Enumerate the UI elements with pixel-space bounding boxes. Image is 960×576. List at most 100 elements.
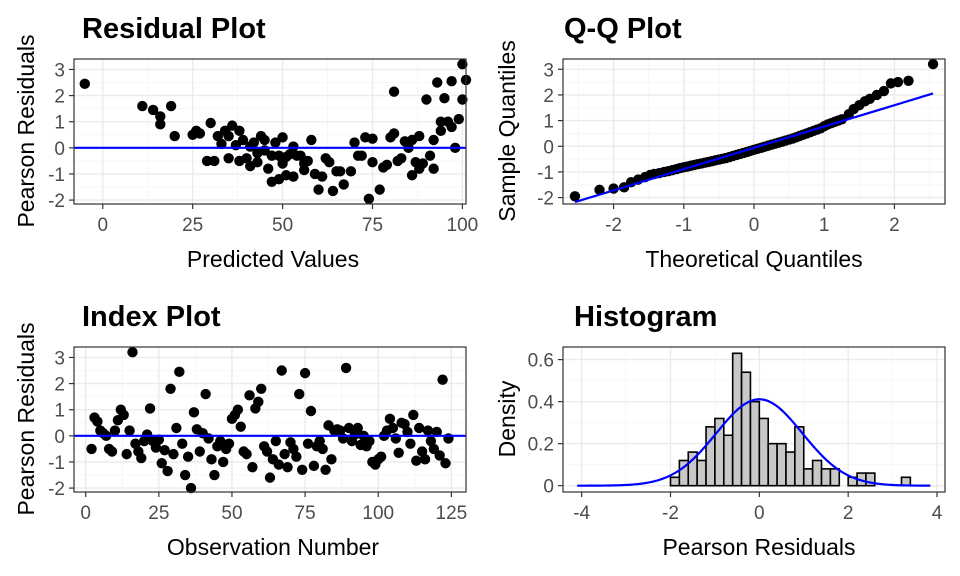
index-plot-point <box>299 367 311 379</box>
index-plot-grid <box>74 347 466 492</box>
index-plot-point <box>159 445 170 456</box>
residual-plot-point <box>435 125 447 137</box>
histogram-bar <box>865 472 876 487</box>
histogram-bar <box>758 417 770 487</box>
index-plot-point <box>288 443 299 455</box>
qq-plot-x-tick-label: -1 <box>675 215 692 236</box>
residual-plot-point <box>155 119 166 130</box>
residual-plot-point <box>428 163 439 174</box>
residual-plot-y-tick-label: -2 <box>48 191 65 212</box>
index-plot-point <box>422 425 434 436</box>
residual-plot-point <box>417 158 429 169</box>
index-plot-point <box>171 422 182 434</box>
histogram-y-tick-label: 0.4 <box>528 393 555 414</box>
index-plot-point <box>217 456 229 468</box>
index-plot-point <box>352 422 363 434</box>
histogram-x-tick-label: 2 <box>843 503 854 524</box>
residual-plot-point <box>457 94 468 105</box>
histogram-x-tick-label: 4 <box>932 503 943 524</box>
index-plot-point <box>425 435 437 447</box>
index-plot-point <box>244 390 255 401</box>
residual-plot-title: Residual Plot <box>82 13 266 45</box>
residual-plot-point <box>216 138 227 150</box>
index-plot-y-tick-label: -2 <box>48 479 65 500</box>
index-plot-point <box>314 435 325 447</box>
index-plot-point <box>375 451 387 462</box>
histogram-x-tick-label: 0 <box>754 503 765 524</box>
index-plot-point <box>402 426 413 438</box>
index-plot-points <box>86 347 454 494</box>
index-plot-point <box>308 460 320 472</box>
index-plot-point <box>223 438 235 449</box>
index-plot-point <box>399 418 410 430</box>
residual-plot-point <box>169 130 180 142</box>
residual-plot-point <box>338 179 349 190</box>
residual-plot-x-tick-label: 50 <box>272 215 293 236</box>
index-plot-point <box>291 451 302 462</box>
residual-plot-point <box>406 170 418 181</box>
residual-plot-point <box>302 155 313 167</box>
residual-plot-panel-border <box>73 58 467 205</box>
residual-plot-y-tick-label: 0 <box>54 139 65 160</box>
residual-plot-point <box>295 150 306 161</box>
residual-plot-point <box>457 59 468 70</box>
residual-plot-y-axis-title: Pearson Residuals <box>13 34 39 227</box>
qq-plot-point <box>927 58 939 70</box>
residual-plot-point <box>356 150 367 161</box>
index-plot-point <box>253 396 264 408</box>
index-plot-point <box>326 454 337 465</box>
index-plot-point <box>121 448 132 460</box>
residual-plot-point <box>194 128 206 139</box>
index-plot-point <box>413 422 425 434</box>
residual-plot-point <box>439 92 450 104</box>
residual-plot-point <box>288 171 299 182</box>
residual-plot-point <box>277 132 288 143</box>
residual-plot-point <box>201 155 213 167</box>
index-plot-point <box>232 404 244 415</box>
index-plot-y-tick-label: -1 <box>48 453 65 474</box>
index-plot-point <box>434 450 445 461</box>
residual-plot-point <box>396 153 407 164</box>
index-plot-point <box>276 365 287 376</box>
index-plot-x-tick-label: 25 <box>148 503 169 524</box>
residual-plot-point <box>298 164 310 176</box>
qq-plot-title: Q-Q Plot <box>564 13 682 45</box>
index-plot-point <box>235 421 246 432</box>
density-curve <box>577 398 931 487</box>
residual-plot-point <box>414 130 425 142</box>
index-plot-point <box>153 434 165 445</box>
residual-plot-x-tick-label: 25 <box>182 215 203 236</box>
index-plot-point <box>174 366 185 378</box>
index-plot-point <box>136 452 147 464</box>
index-plot-point <box>440 458 451 469</box>
histogram-panel-border <box>562 346 946 493</box>
index-plot-point <box>200 388 211 400</box>
index-plot-point <box>109 425 121 436</box>
index-plot-point <box>273 459 284 470</box>
residual-plot-point <box>137 100 148 112</box>
index-plot-point <box>86 443 97 455</box>
index-plot-panel: Index Plot Observation Number Pearson Re… <box>13 301 467 560</box>
histogram-bar <box>811 459 823 487</box>
index-plot-point <box>127 347 138 358</box>
index-plot-x-axis-title: Observation Number <box>167 534 380 560</box>
index-plot-point <box>431 426 442 438</box>
residual-plot-point <box>363 193 375 204</box>
residual-plot-point <box>266 150 277 161</box>
qq-plot-point <box>569 191 581 202</box>
index-plot-point <box>408 409 419 421</box>
index-plot-point <box>106 446 118 457</box>
residual-plot-points <box>79 59 472 204</box>
residual-plot-point <box>205 117 216 129</box>
residual-plot-y-tick-label: 1 <box>54 113 65 134</box>
residual-plot-point <box>165 100 177 112</box>
index-plot-point <box>247 461 258 473</box>
residual-plot-point <box>349 137 360 148</box>
histogram-bar <box>740 371 752 487</box>
histogram-bar <box>802 468 814 487</box>
index-plot-x-tick-label: 50 <box>221 503 242 524</box>
index-plot-y-tick-label: 0 <box>54 427 65 448</box>
residual-plot-point <box>259 134 270 146</box>
residual-plot-point <box>263 163 274 174</box>
index-plot-y-tick-label: 1 <box>54 401 65 422</box>
